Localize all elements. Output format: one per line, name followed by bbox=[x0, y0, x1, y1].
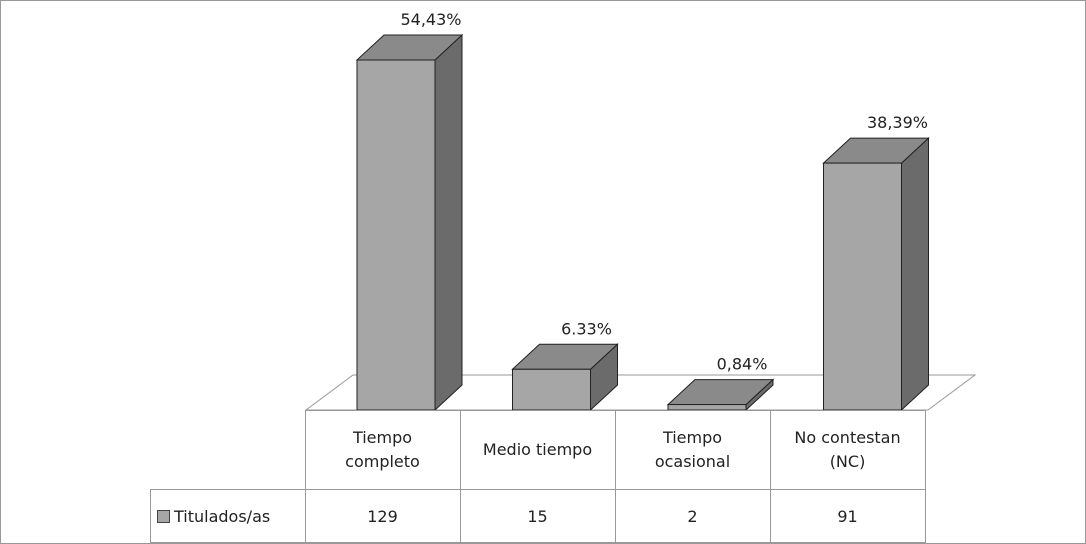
category-cell: Medio tiempo bbox=[459, 410, 616, 490]
x-tick-label: No contestan (NC) bbox=[794, 428, 901, 471]
table-value: 129 bbox=[304, 489, 461, 543]
legend-key bbox=[157, 509, 170, 523]
table-value: 91 bbox=[769, 489, 926, 543]
bar-side bbox=[901, 136, 929, 412]
category-cell: No contestan (NC) bbox=[769, 410, 926, 490]
data-label: 38,39% bbox=[867, 113, 928, 132]
bar bbox=[667, 404, 747, 411]
category-cell: Tiempo completo bbox=[304, 410, 461, 490]
data-label: 6.33% bbox=[561, 319, 612, 338]
bar bbox=[823, 162, 902, 411]
table-value: 15 bbox=[459, 489, 616, 543]
category-cell: Tiempo ocasional bbox=[614, 410, 771, 490]
x-tick-label: Tiempo completo bbox=[345, 428, 420, 471]
bar bbox=[512, 368, 591, 411]
bar bbox=[356, 59, 436, 411]
blank-cell bbox=[151, 411, 306, 490]
data-label: 54,43% bbox=[400, 10, 461, 29]
x-tick-label: Medio tiempo bbox=[482, 440, 593, 459]
table-value: 2 bbox=[614, 489, 771, 543]
data-table: Tiempo completo Medio tiempo Tiempo ocasio… bbox=[150, 410, 926, 543]
legend-label: Titulados/as bbox=[174, 506, 271, 526]
legend-cell: Titulados/as bbox=[150, 489, 306, 543]
x-tick-label: Tiempo ocasional bbox=[654, 428, 731, 471]
bar-side bbox=[434, 33, 463, 412]
data-label: 0,84% bbox=[717, 355, 768, 374]
